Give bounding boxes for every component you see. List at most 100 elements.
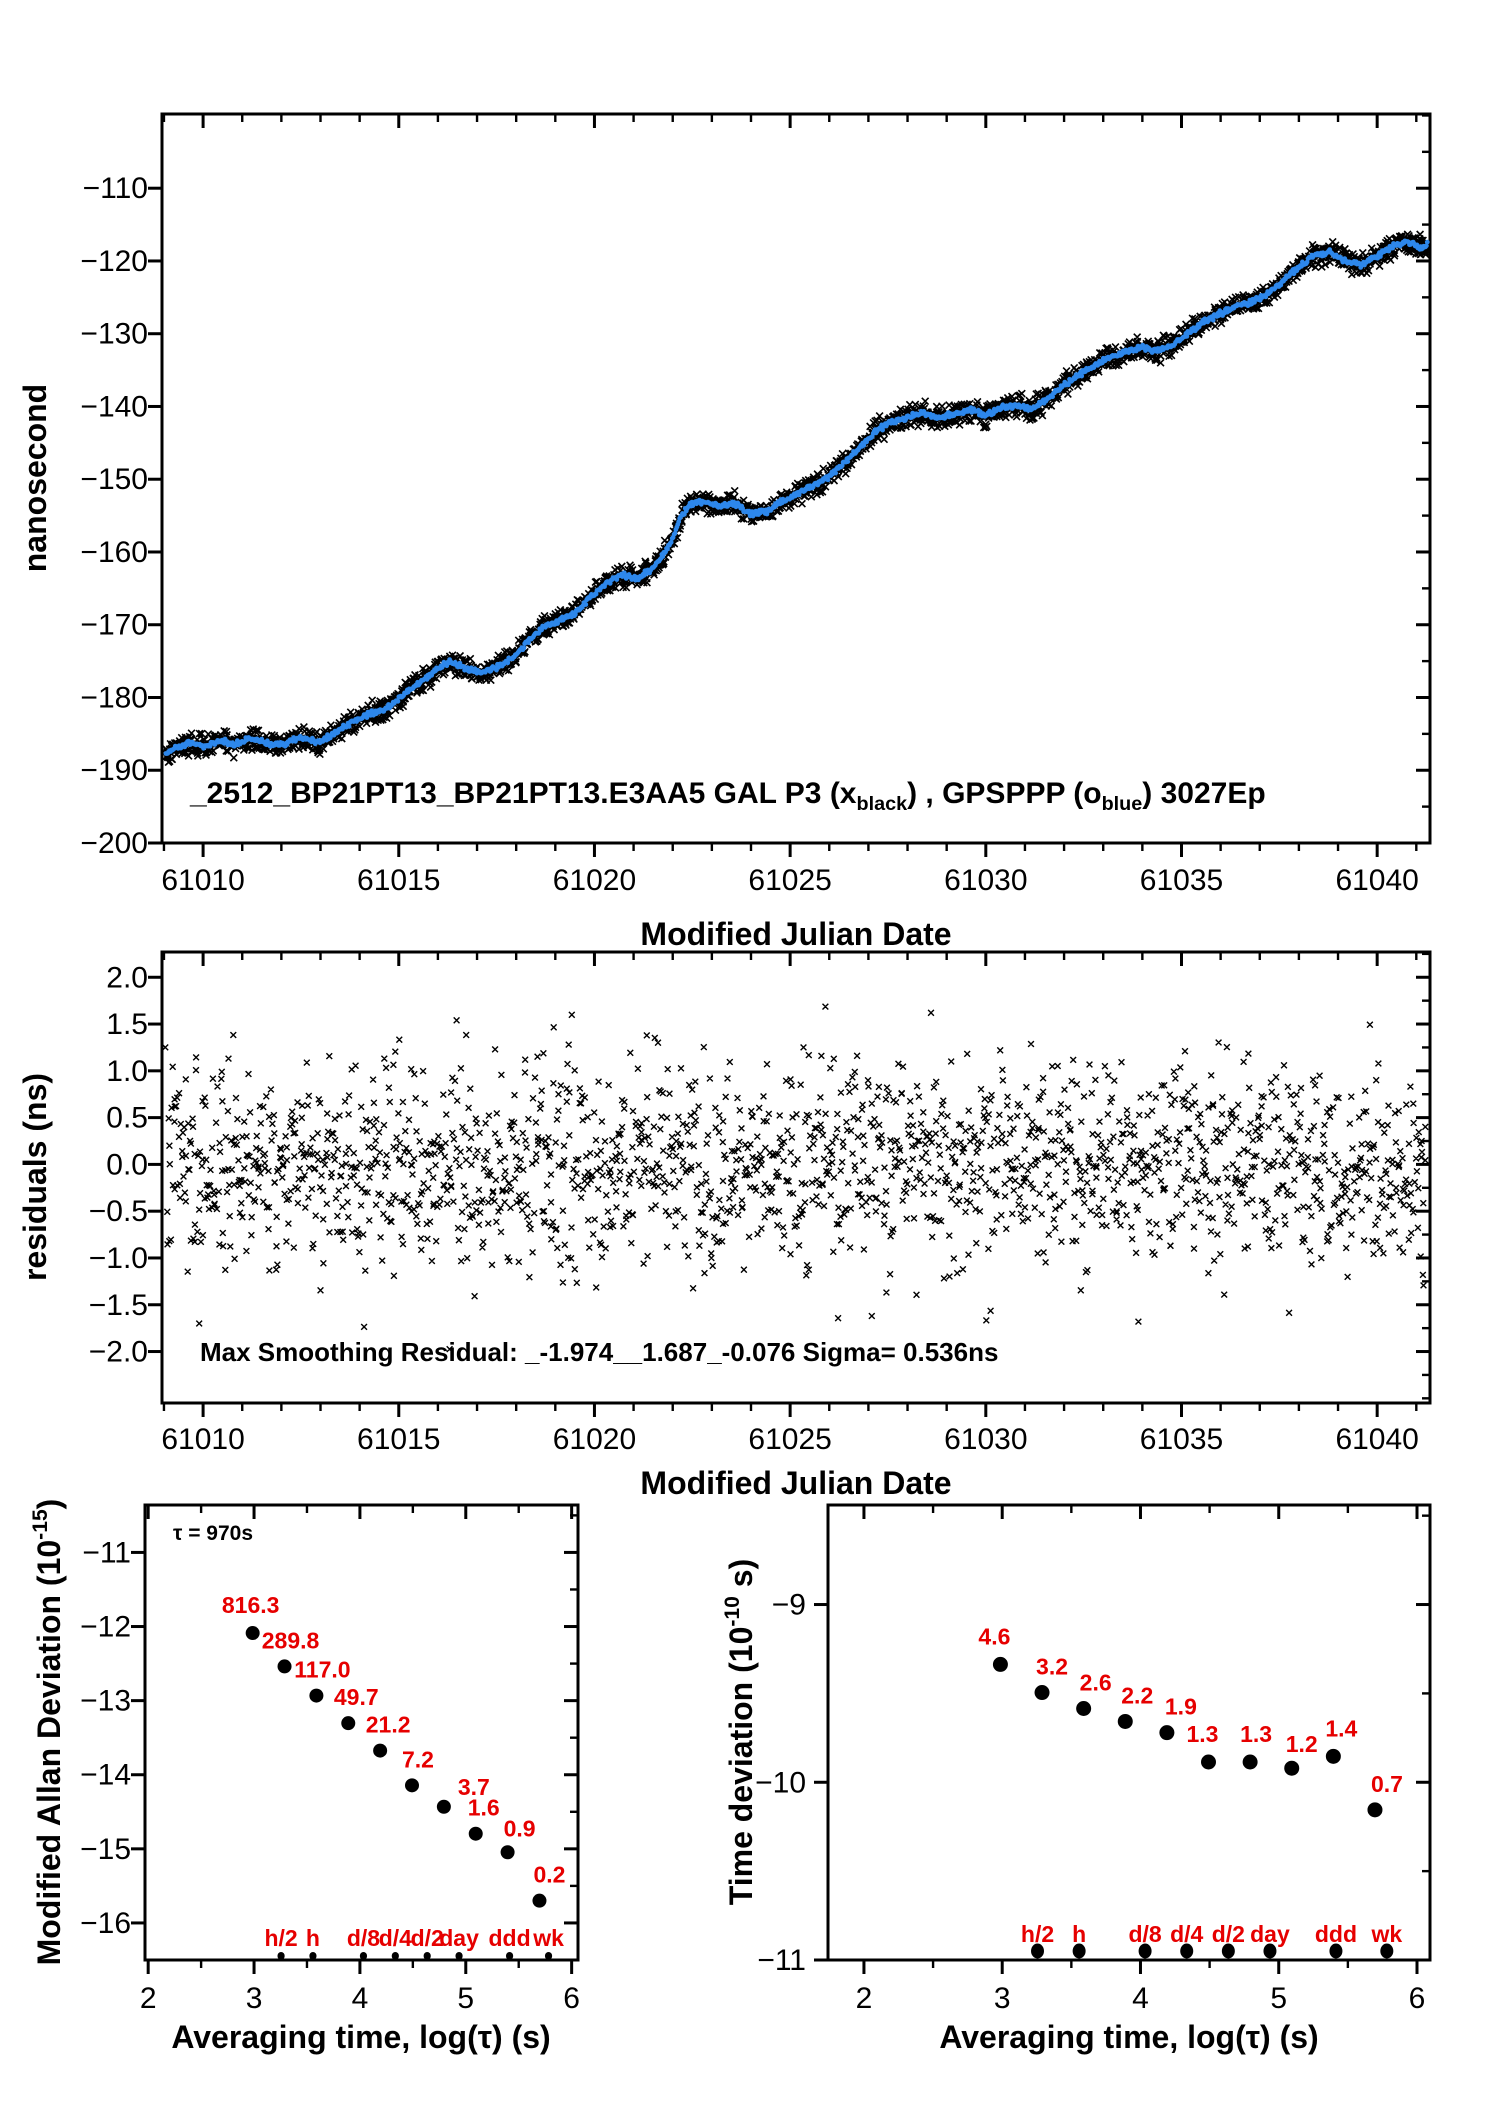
panel-mdev-value-label: 289.8	[262, 1627, 320, 1653]
panel-residuals-residual-scatter	[161, 1003, 1429, 1353]
panel-mdev-time-marker-dot	[277, 1952, 285, 1960]
panel-tdev-value-label: 2.2	[1121, 1682, 1153, 1708]
panel-mdev-time-marker-label: d/2	[411, 1925, 444, 1951]
panel-tdev-xtick-label: 5	[1270, 1982, 1287, 2015]
panel-tdev-data-dot	[992, 1656, 1008, 1672]
panel-tdev-time-marker-dot	[1180, 1943, 1194, 1959]
panel-residuals-ytick-label: 1.5	[106, 1008, 148, 1041]
panel-tdev-time-marker-label: d/8	[1128, 1921, 1161, 1947]
panel-residuals-y-axis-title: residuals (ns)	[17, 1073, 53, 1281]
panel-phase-annotation: _2512_BP21PT13_BP21PT13.E3AA5 GAL P3 (xb…	[189, 777, 1266, 815]
panel-tdev-data-dot	[1076, 1701, 1092, 1717]
panel-mdev-data-dot	[245, 1626, 260, 1641]
panel-residuals-ytick-label: 0.5	[106, 1102, 148, 1135]
panel-residuals-ytick-label: −2.0	[89, 1336, 148, 1369]
panel-residuals-ytick-label: −1.5	[89, 1289, 148, 1322]
panel-tdev-time-marker-dot	[1263, 1943, 1277, 1959]
panel-tdev-time-marker-label: day	[1250, 1921, 1290, 1947]
panel-mdev-ytick-label: −12	[80, 1611, 131, 1644]
panel-tdev-value-label: 1.3	[1187, 1721, 1219, 1747]
panel-residuals-xtick-label: 61010	[161, 1423, 244, 1456]
panel-tdev-time-marker-label: h	[1072, 1921, 1086, 1947]
panel-tdev-time-marker-dot	[1221, 1943, 1235, 1959]
panel-mdev-xtick-label: 6	[563, 1982, 580, 2015]
panel-mdev-data-dot	[532, 1893, 547, 1908]
panel-mdev-ticks	[131, 1505, 578, 1974]
panel-mdev-time-marker-dot	[391, 1952, 399, 1960]
panel-mdev: 2 3 4 5 6 −11 −12 −13 −14 −15 −16 Averaging time, l…	[29, 1499, 580, 2055]
panel-mdev-data-dot	[373, 1743, 388, 1758]
panel-tdev-value-label: 1.9	[1165, 1694, 1197, 1720]
panel-residuals-frame	[160, 950, 1432, 1405]
panel-mdev-time-marker-dot	[544, 1952, 553, 1960]
panel-mdev-time-marker-dot	[455, 1952, 463, 1960]
panel-phase-ticks	[148, 114, 1430, 857]
panel-mdev-value-label: 21.2	[366, 1712, 411, 1738]
panel-tdev-value-label: 0.7	[1371, 1771, 1403, 1797]
panel-tdev-time-marker-label: ddd	[1315, 1921, 1357, 1947]
panel-residuals-ytick-label: 0.0	[106, 1148, 148, 1181]
panel-phase-xtick-label: 61040	[1335, 864, 1418, 897]
panel-mdev-data-dot	[404, 1778, 419, 1793]
panel-mdev-annotation: τ = 970s	[173, 1522, 253, 1545]
panel-residuals-xtick-label: 61020	[553, 1423, 636, 1456]
panel-tdev-time-marker-dot	[1329, 1943, 1343, 1959]
panel-mdev-xtick-label: 3	[246, 1982, 263, 2015]
panel-residuals-xtick-label: 61025	[748, 1423, 831, 1456]
panel-mdev-xtick-label: 4	[352, 1982, 369, 2015]
panel-mdev-time-marker-dot	[505, 1952, 514, 1960]
panel-tdev-y-axis-title: Time deviation (10-10 s)	[721, 1559, 759, 1905]
panel-mdev-data-dot	[341, 1716, 356, 1731]
panel-mdev-time-marker-label: wk	[532, 1925, 564, 1951]
panel-mdev-data-dot	[500, 1845, 515, 1860]
panel-tdev-xtick-label: 2	[856, 1982, 873, 2015]
panel-phase-ytick-label: −130	[80, 318, 148, 351]
panel-residuals-ytick-label: −0.5	[89, 1195, 148, 1228]
panel-tdev-ytick-label: −9	[772, 1589, 806, 1622]
panel-mdev-ytick-label: −16	[80, 1907, 131, 1940]
panel-tdev-data-dot	[1284, 1760, 1300, 1776]
panel-residuals-ytick-label: 2.0	[106, 961, 148, 994]
panel-mdev-value-label: 0.9	[504, 1815, 536, 1841]
panel-mdev-time-marker-label: d/4	[379, 1925, 412, 1951]
panel-mdev-time-marker-label: h/2	[264, 1925, 297, 1951]
panel-phase-ytick-label: −120	[80, 245, 148, 278]
panel-phase-ytick-label: −110	[83, 172, 148, 205]
panel-residuals-ytick-label: 1.0	[106, 1055, 148, 1088]
panel-mdev-value-label: 49.7	[334, 1684, 379, 1710]
panel-mdev-data-dot	[309, 1688, 324, 1703]
panel-residuals-xtick-label: 61030	[944, 1423, 1027, 1456]
panel-phase: 61010 61015 61020 61025 61030 61035 61040 −200 −…	[17, 112, 1432, 952]
panel-tdev-data-dot	[1242, 1754, 1258, 1770]
panel-mdev-time-marker-dot	[309, 1952, 317, 1960]
panel-tdev: 2 3 4 5 6 −9 −10 −11 Averaging time, log(τ) (s) T…	[721, 1503, 1432, 2055]
panel-tdev-data-dot	[1117, 1713, 1133, 1729]
panel-tdev-xtick-label: 4	[1132, 1982, 1149, 2015]
panel-phase-xtick-label: 61025	[748, 864, 831, 897]
panel-mdev-ytick-label: −13	[80, 1685, 131, 1718]
panel-mdev-value-label: 7.2	[402, 1746, 434, 1772]
panel-residuals-ytick-label: −1.0	[89, 1242, 148, 1275]
panel-tdev-time-marker-dot	[1138, 1943, 1152, 1959]
panel-phase-xtick-label: 61035	[1140, 864, 1223, 897]
panel-tdev-time-marker-label: wk	[1370, 1921, 1402, 1947]
panel-mdev-time-marker-label: ddd	[488, 1925, 530, 1951]
panel-tdev-time-marker-dot	[1380, 1943, 1394, 1959]
panel-tdev-time-marker-label: d/4	[1170, 1921, 1203, 1947]
panel-mdev-xtick-label: 5	[457, 1982, 474, 2015]
panel-tdev-time-marker-label: d/2	[1212, 1921, 1245, 1947]
panel-tdev-value-label: 1.4	[1325, 1715, 1357, 1741]
panel-mdev-value-label: 0.2	[533, 1862, 565, 1888]
panel-mdev-time-marker-label: d/8	[347, 1925, 380, 1951]
panel-residuals-x-axis-title: Modified Julian Date	[640, 1465, 951, 1501]
panel-mdev-ytick-label: −15	[80, 1833, 131, 1866]
panel-tdev-x-axis-title: Averaging time, log(τ) (s)	[939, 2019, 1318, 2055]
panel-phase-ytick-label: −170	[80, 609, 148, 642]
panel-phase-ytick-label: −140	[80, 390, 148, 423]
panel-mdev-data-dot	[436, 1799, 451, 1814]
panel-residuals-xtick-label: 61040	[1335, 1423, 1418, 1456]
panel-mdev-frame	[143, 1503, 580, 1962]
panel-mdev-value-label: 117.0	[294, 1657, 350, 1683]
